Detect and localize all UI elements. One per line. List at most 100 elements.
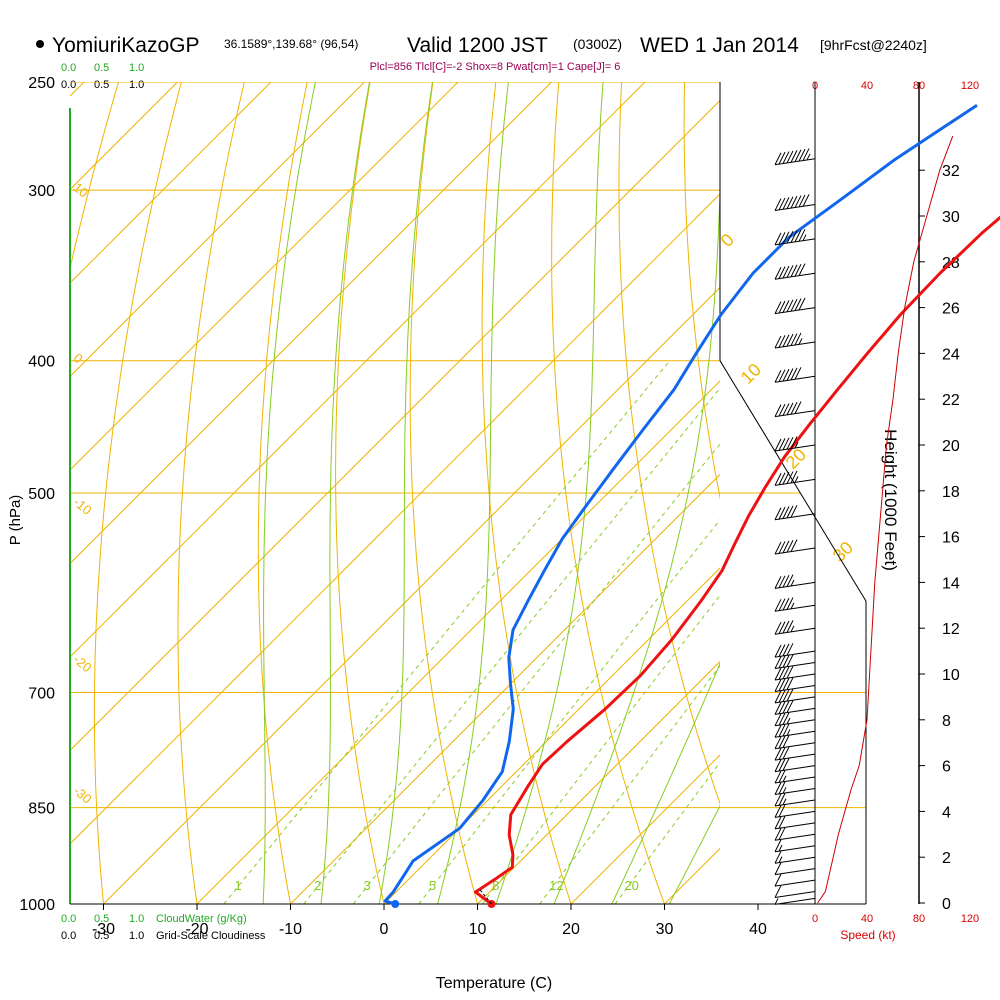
pressure-tick-label: 300 [28,183,55,200]
wind-barb-flag [774,667,782,681]
height-tick-label: 10 [942,667,960,684]
cloud-water-label: CloudWater (g/Kg) [156,913,247,925]
wind-barb-flag [786,265,794,278]
isotherm-line [70,82,459,471]
wind-barb-flag [774,770,782,784]
wind-barb-flag [782,368,790,382]
station-location: 36.1589°,139.68° (96,54) [224,37,358,51]
wind-barb-flag [778,644,786,657]
wind-barb-flag [774,850,782,864]
wind-barb-flag [786,620,794,633]
wind-barb-flag [774,656,782,669]
wind-barb [774,665,816,681]
height-tick-label: 0 [942,896,951,913]
mixing-ratio-label: 2 [314,878,321,893]
wind-barb-flag [790,539,798,552]
isotherm-line [70,82,552,565]
profile-series [383,104,1000,908]
wind-barb-flag [790,195,798,209]
wind-barb-flag [782,723,790,737]
wind-barb [774,723,816,738]
wind-barb-flag [786,505,794,519]
wind-barb [774,436,816,452]
wind-barb-flag [774,805,782,818]
wind-barb-staff [774,833,816,841]
x-tick-label: -20 [185,921,208,938]
wind-barb-staff [774,799,816,807]
speed-tick-bottom-0: 0 [812,913,818,925]
cloudiness-tick-bottom-0: 0.0 [61,930,76,942]
wind-barb-flag [786,196,794,209]
wind-barb [774,816,816,830]
wind-barb-flag [774,232,782,246]
wind-barb-staff [774,547,816,555]
wind-barb-half-flag [802,234,807,241]
wind-barb-flag [778,655,786,669]
wind-barb-flag [782,758,790,771]
wind-barb [774,862,816,876]
wind-barb-half-flag [782,798,787,805]
wind-barb-staff [774,897,816,905]
wind-barb-flag [782,151,790,164]
wind-barb-staff [774,776,816,784]
height-tick-label: 16 [942,530,960,547]
wind-barb-half-flag [794,476,799,483]
wind-barb-flag [774,541,782,555]
wind-speed-line [817,135,954,904]
mixing-ratio-line [481,594,720,904]
wind-barb-staff [774,650,816,658]
wind-barb-flag [774,828,782,841]
wind-barb [774,700,816,715]
wind-barb [774,712,816,727]
wind-barb [774,297,816,315]
y-axis-title: P (hPa) [7,495,24,546]
wind-barb-flag [782,471,790,485]
wind-barb-staff [774,684,816,692]
wind-barb-flag [778,678,786,692]
wind-barb-flag [782,231,790,244]
speed-tick-top-1: 40 [861,80,873,92]
x-tick-label: -10 [279,921,302,938]
dry-adiabat-line [177,82,245,904]
station-dot-icon [36,40,44,48]
wind-barb-flag [778,403,786,417]
x-tick-label: 0 [380,921,389,938]
wind-barb-flag [794,229,802,243]
pressure-tick-label: 1000 [19,897,55,914]
wind-barb-staff [774,707,816,715]
wind-barb-flag [774,713,782,727]
isotherm-line [70,193,720,845]
wind-barb [774,758,816,773]
wind-barb-half-flag [790,625,795,633]
wind-barb-half-flag [798,338,803,345]
wind-barb-flag [782,540,790,554]
axis-ticks: -30 -20 -10 0 10 20 30 402503004005007008501000… [19,75,959,938]
cloudiness-label: Grid-Scale Cloudiness [156,930,266,942]
height-tick-label: 8 [942,713,951,730]
wind-barb-flag [774,473,782,486]
wind-barb [774,367,816,383]
mixing-ratio-label: 12 [549,878,563,893]
wind-barb-flag [778,735,786,749]
wind-barb-half-flag [786,729,791,736]
moist-adiabat-line [262,82,316,904]
parcel-path-line [479,888,492,905]
wind-barb [774,539,816,555]
wind-barb-flag [774,576,782,589]
dry-adiabat-line [70,82,120,271]
pressure-tick-label: 850 [28,801,55,818]
wind-barb-half-flag [778,844,783,852]
cloud-scale-top: 0.0 0.5 1.0 0.0 0.5 1.0 [61,62,144,91]
dry-adiabat-label-right: 30 [829,538,857,566]
wind-barb-flag [786,654,794,667]
pressure-tick-label: 500 [28,486,55,503]
speed-tick-top-3: 120 [961,80,979,92]
wind-barb-flag [790,470,798,484]
wind-barb-flag [798,263,806,276]
isotherm-line [852,82,1000,904]
x-tick-label: 10 [469,921,487,938]
wind-barb-flag [774,782,782,795]
wind-barb-staff [774,627,816,635]
wind-barb-flag [786,436,794,450]
cloudiness-tick-top-2: 1.0 [129,79,144,91]
